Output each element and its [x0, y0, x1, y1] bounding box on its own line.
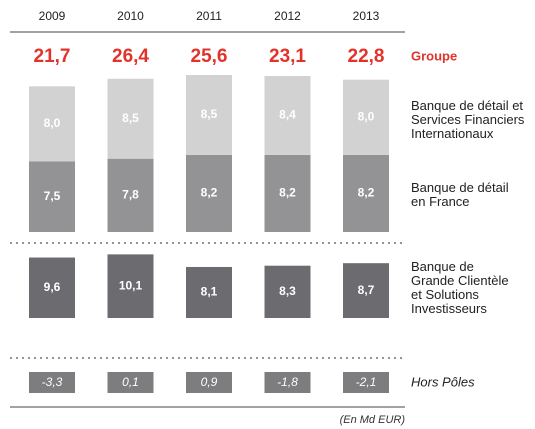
value-label: 0,1	[122, 375, 139, 389]
value-label: 8,7	[358, 283, 375, 297]
bar-segment	[107, 78, 154, 159]
value-box	[343, 372, 389, 393]
value-label: 8,5	[201, 107, 218, 121]
bar-segment	[107, 158, 154, 232]
legend-line: en France	[411, 194, 470, 209]
value-label: 10,1	[119, 278, 143, 292]
value-box	[264, 372, 311, 393]
bar-segment	[29, 161, 75, 232]
value-label: 7,5	[44, 189, 61, 203]
value-label: 8,2	[201, 186, 218, 200]
value-label: 8,3	[279, 284, 296, 298]
value-label: 0,9	[201, 375, 218, 389]
value-box	[29, 372, 75, 393]
total-label: 26,4	[112, 46, 149, 67]
value-label: -1,8	[277, 375, 298, 389]
x-tick-label: 2010	[117, 9, 144, 23]
legend-label: Banque de détail et Services Financiers In…	[411, 98, 525, 141]
x-tick-label: 2011	[196, 9, 222, 23]
total-label: 25,6	[191, 46, 228, 67]
bar-segment	[343, 79, 389, 155]
value-label: -3,3	[42, 375, 63, 389]
bar	[264, 265, 311, 318]
bar-segment	[264, 154, 311, 232]
legend-label: Hors Pôles	[411, 374, 475, 389]
value-box	[107, 372, 154, 393]
legend-line: Banque de détail et	[411, 98, 523, 113]
legend-line: Grande Clientèle	[411, 273, 509, 288]
value-label: 8,0	[44, 116, 61, 130]
bar-segment	[186, 154, 232, 232]
legend-line: Internationaux	[411, 126, 494, 141]
total-label: 21,7	[34, 46, 71, 67]
value-box	[186, 372, 232, 393]
bar-segment	[186, 75, 232, 155]
bar-segment	[264, 75, 311, 155]
bar	[107, 254, 154, 318]
value-label: 8,2	[279, 186, 296, 200]
legend-line: Banque de	[411, 259, 474, 274]
bar-segment	[343, 154, 389, 232]
bar	[343, 263, 389, 318]
value-label: -2,1	[356, 375, 377, 389]
value-label: 8,1	[201, 285, 218, 299]
legend-label: Banque de détail en France	[411, 180, 509, 209]
x-tick-label: 2013	[353, 9, 380, 23]
unit-note: (En Md EUR)	[340, 414, 406, 426]
value-label: 7,8	[122, 188, 139, 202]
total-label: 22,8	[348, 46, 385, 67]
legend-line: Services Financiers	[411, 112, 525, 127]
bar-segment	[29, 86, 75, 162]
x-tick-label: 2009	[39, 9, 66, 23]
value-label: 8,4	[279, 108, 296, 122]
value-label: 8,5	[122, 111, 139, 125]
bar	[186, 266, 232, 318]
value-label: 8,2	[358, 186, 375, 200]
value-label: 8,0	[358, 109, 375, 123]
legend-label: Groupe	[411, 48, 457, 63]
x-tick-label: 2012	[274, 9, 301, 23]
legend-line: Banque de détail	[411, 180, 509, 195]
legend-label: Banque de Grande Clientèle et Solutions Inv…	[411, 259, 509, 316]
legend-line: et Solutions	[411, 287, 479, 302]
legend-line: Investisseurs	[411, 301, 487, 316]
total-label: 23,1	[269, 46, 306, 67]
bar	[29, 257, 75, 318]
value-label: 9,6	[44, 280, 61, 294]
